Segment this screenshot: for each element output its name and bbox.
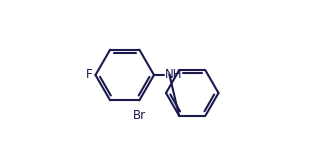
Text: Br: Br [133, 109, 146, 122]
Text: NH: NH [165, 69, 182, 81]
Text: F: F [86, 69, 93, 81]
